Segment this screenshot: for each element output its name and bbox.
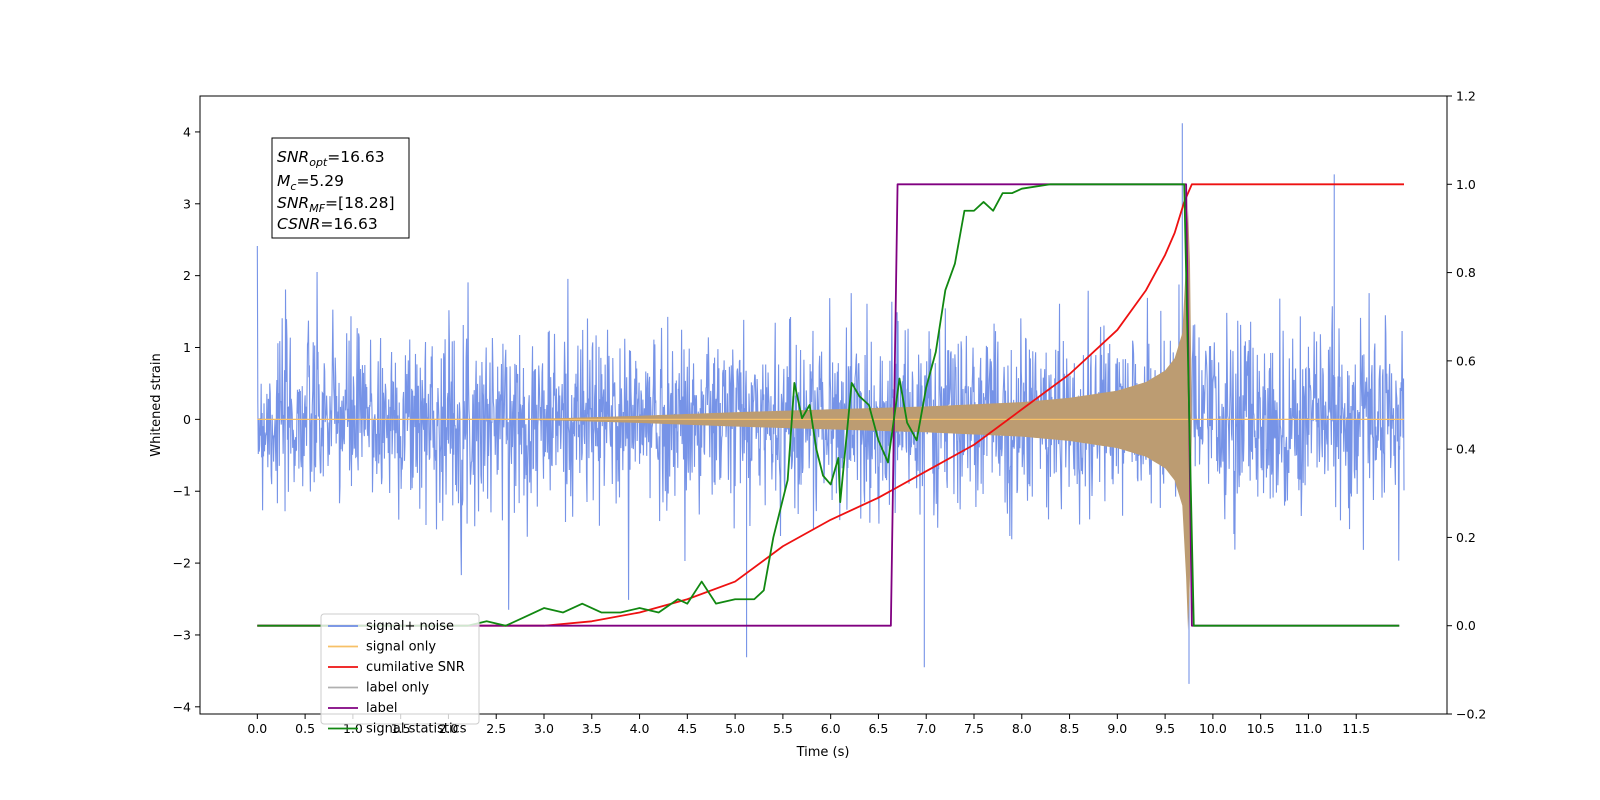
x-tick-label: 5.0 xyxy=(725,721,745,736)
x-tick-label: 5.5 xyxy=(773,721,793,736)
legend-entry-cumilative-snr: cumilative SNR xyxy=(366,660,465,675)
y-left-tick-label: 2 xyxy=(183,268,191,283)
x-tick-label: 3.0 xyxy=(534,721,554,736)
legend: signal+ noise signal only cumilative SNR la… xyxy=(320,613,480,737)
y-right-tick-label: 0.6 xyxy=(1456,353,1476,368)
annotation-csnr: CSNR=16.63 xyxy=(277,215,378,233)
x-tick-label: 10.5 xyxy=(1247,721,1275,736)
x-tick-label: 11.0 xyxy=(1295,721,1323,736)
y-left-tick-label: 1 xyxy=(183,340,191,355)
x-tick-label: 9.5 xyxy=(1155,721,1175,736)
y-left-tick-label: 3 xyxy=(183,196,191,211)
y-left-tick-label: −2 xyxy=(173,556,191,571)
x-tick-label: 4.5 xyxy=(677,721,697,736)
y-right-tick-label: −0.2 xyxy=(1456,707,1486,722)
x-tick-label: 10.0 xyxy=(1199,721,1227,736)
x-tick-label: 1.5 xyxy=(391,721,411,736)
y-left-tick-label: −3 xyxy=(173,627,191,642)
legend-entry-label: label xyxy=(366,701,397,716)
x-tick-label: 8.0 xyxy=(1012,721,1032,736)
y-right-tick-label: 0.8 xyxy=(1456,265,1476,280)
y-axis-left: 4 3 2 1 0 −1 −2 −3 −4 xyxy=(173,124,200,714)
y-right-tick-label: 0.0 xyxy=(1456,618,1476,633)
annotation-snr-opt: SNRopt=16.63 xyxy=(277,148,385,169)
y-right-tick-label: 1.0 xyxy=(1456,177,1476,192)
x-tick-label: 6.0 xyxy=(821,721,841,736)
annotation-mc: Mc=5.29 xyxy=(277,172,344,193)
x-tick-label: 3.5 xyxy=(582,721,602,736)
series-signal-statistics xyxy=(257,183,1400,627)
x-tick-label: 2.0 xyxy=(438,721,458,736)
annotation-box: SNRopt=16.63 Mc=5.29 SNRMF=[18.28] CSNR=… xyxy=(271,137,410,239)
y-right-tick-label: 1.2 xyxy=(1456,89,1476,104)
x-axis: 0.0 0.5 1.0 1.5 2.0 2.5 3.0 3.5 4.0 4.5 5.0 5.5 6.0 6… xyxy=(247,714,1370,736)
x-tick-label: 2.5 xyxy=(486,721,506,736)
legend-entry-signal-only: signal only xyxy=(366,640,436,655)
x-axis-label: Time (s) xyxy=(796,745,850,760)
legend-entry-signal-statistics: signal statistics xyxy=(366,722,467,737)
legend-frame xyxy=(320,613,480,725)
y-axis-right: 1.2 1.0 0.8 0.6 0.4 0.2 0.0 −0.2 xyxy=(1447,89,1486,722)
series-layer xyxy=(256,123,1405,684)
annotation-frame xyxy=(271,137,410,239)
x-tick-label: 8.5 xyxy=(1060,721,1080,736)
x-tick-label: 11.5 xyxy=(1342,721,1370,736)
y-left-tick-label: −1 xyxy=(173,484,191,499)
y-right-tick-label: 0.4 xyxy=(1456,442,1476,457)
x-tick-label: 6.5 xyxy=(868,721,888,736)
annotation-snr-mf: SNRMF=[18.28] xyxy=(277,194,395,215)
x-tick-label: 4.0 xyxy=(630,721,650,736)
legend-entry-signal-noise: signal+ noise xyxy=(366,619,454,634)
x-tick-label: 7.5 xyxy=(964,721,984,736)
y-left-tick-label: −4 xyxy=(173,699,191,714)
y-left-tick-label: 0 xyxy=(183,412,191,427)
x-tick-label: 0.0 xyxy=(247,721,267,736)
x-tick-label: 0.5 xyxy=(295,721,315,736)
plot-frame xyxy=(199,95,1448,715)
x-tick-label: 9.0 xyxy=(1107,721,1127,736)
legend-entry-label-only: label only xyxy=(366,681,429,696)
y-right-tick-label: 0.2 xyxy=(1456,530,1476,545)
y-axis-left-label: Whitened strain xyxy=(149,353,164,456)
x-tick-label: 7.0 xyxy=(916,721,936,736)
y-left-tick-label: 4 xyxy=(183,124,191,139)
